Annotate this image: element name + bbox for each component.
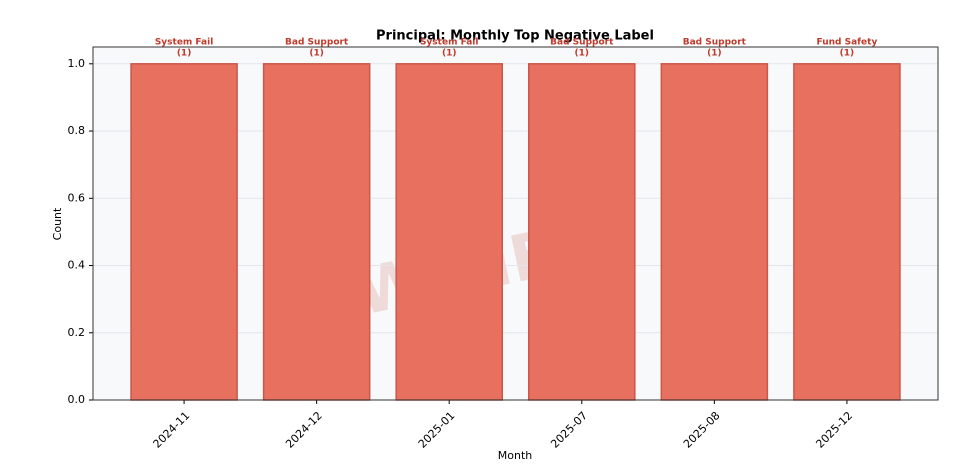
bar-label: Bad Support (683, 37, 747, 47)
bar (793, 63, 901, 401)
x-tick-label: 2025-01 (416, 409, 458, 451)
y-axis-label: Count (51, 207, 64, 240)
bar (395, 63, 503, 401)
x-tick-label: 2025-08 (681, 409, 723, 451)
bar-label: System Fail (420, 37, 479, 47)
y-tick-label: 0.8 (68, 124, 86, 137)
y-tick-label: 0.4 (68, 259, 86, 272)
value-label: (1) (177, 48, 192, 58)
y-tick-label: 0.0 (68, 393, 86, 406)
value-label: (1) (442, 48, 457, 58)
bar (262, 63, 371, 401)
x-tick-label: 2024-11 (151, 409, 193, 451)
x-tick-label: 2025-07 (548, 409, 590, 451)
value-label: (1) (309, 48, 324, 58)
x-axis-label: Month (498, 449, 533, 462)
y-tick-label: 0.6 (68, 191, 86, 204)
bar (528, 63, 636, 401)
bar-label: Bad Support (550, 37, 614, 47)
bar-label: Bad Support (285, 37, 349, 47)
y-tick-label: 1.0 (68, 57, 86, 70)
bar (130, 63, 238, 401)
bar (660, 63, 769, 401)
value-label: (1) (575, 48, 590, 58)
y-tick-label: 0.2 (68, 326, 86, 339)
plot-frame (92, 46, 939, 401)
bar-label: System Fail (155, 37, 214, 47)
x-tick-label: 2024-12 (283, 409, 325, 451)
chart-title: Principal: Monthly Top Negative Label (376, 29, 654, 44)
bar-label: Fund Safety (817, 37, 878, 47)
value-label: (1) (840, 48, 855, 58)
x-tick-label: 2025-12 (813, 409, 855, 451)
value-label: (1) (707, 48, 722, 58)
